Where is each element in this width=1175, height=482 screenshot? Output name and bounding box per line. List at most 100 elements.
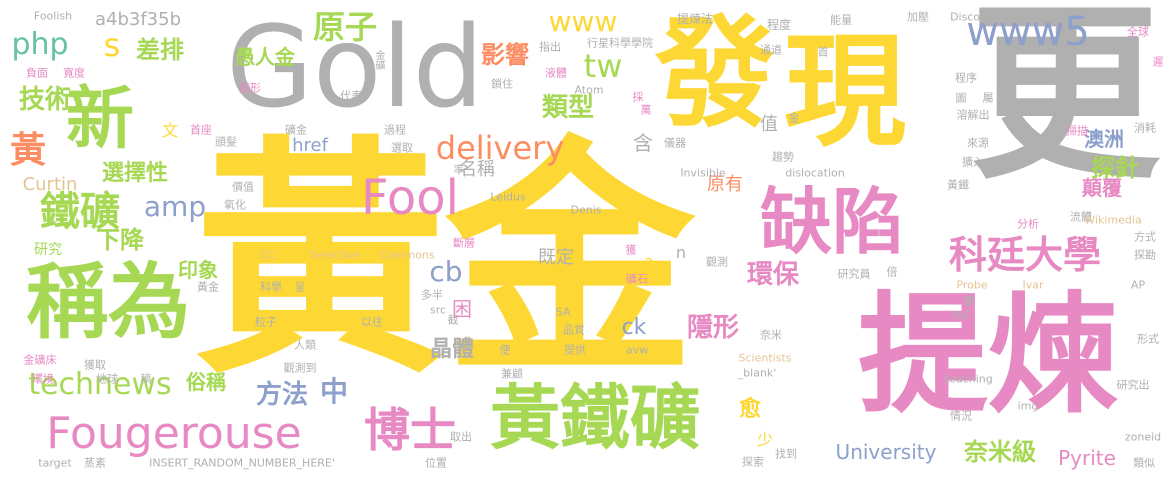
word-kuandu: 寬度 (63, 66, 85, 80)
word-yuanyou: 原有 (707, 174, 743, 195)
word-jingti: 晶體 (429, 337, 475, 362)
word-s: s (103, 26, 121, 64)
word-lv: 率 (453, 163, 465, 177)
word-cb: cb (429, 255, 463, 288)
word-wan: 萬 (640, 103, 652, 117)
word-jiazhi: 價值 (232, 180, 254, 194)
word-boshi: 博士 (364, 403, 456, 457)
word-jiaya: 加壓 (907, 10, 929, 24)
word-fangshi: 方式 (1134, 230, 1156, 244)
word-suozhu: 鎖住 (491, 77, 513, 91)
word-quexian: 缺陷 (759, 180, 905, 264)
word-zhaodao: 找到 (775, 447, 797, 461)
word-huangtie: 黃鐵 (947, 178, 969, 192)
word-xian: 現 (784, 21, 906, 163)
word-huoqu: 獲取 (84, 358, 106, 372)
word-quchu: 取出 (450, 430, 472, 444)
word-nami: 奈米級 (964, 438, 1036, 466)
word-atom: Atom (574, 83, 604, 97)
word-yiqi: 儀器 (664, 136, 686, 150)
word-jiding: 既定 (538, 247, 574, 268)
word-jishu: 技術 (18, 85, 72, 115)
word-yeti: 液體 (545, 66, 567, 80)
word-www5: www5 (966, 9, 1090, 55)
word-n: n (675, 243, 687, 262)
word-laiyuan: 來源 (967, 136, 989, 150)
word-a: a (644, 252, 654, 271)
word-sa: SA (555, 305, 571, 319)
word-zheng: 整 (963, 294, 975, 308)
word-zhong: 中 (319, 375, 349, 408)
word-guojin: 礦金 (285, 123, 307, 137)
word-fougerouse: Fougerouse (46, 408, 302, 459)
word-jinkuangchuang: 金礦床 (23, 353, 57, 367)
word-huanbao: 環保 (746, 260, 800, 290)
word-kexue: 科學 (260, 280, 282, 294)
word-fa: 發 (655, 5, 775, 144)
word-zhengsu: 蒸素 (84, 456, 106, 470)
word-shou: 首 (817, 45, 829, 59)
word-duanceng: 斷層 (453, 236, 475, 250)
word-weizhi: 位置 (425, 456, 447, 470)
word-scientists: Scientists (738, 351, 792, 365)
word-cai: 採 (632, 90, 644, 104)
word-invisible: Invisible (680, 166, 726, 180)
word-selective: Selective (309, 248, 361, 262)
word-wen: 文 (161, 121, 179, 140)
word-shu: 屬 (982, 91, 994, 105)
word-kuoru: 擴入 (962, 155, 984, 169)
word-cheng: 呈 (294, 280, 306, 294)
word-leidus: Leidus (490, 190, 526, 204)
word-suchen: 俗稱 (186, 370, 226, 394)
word-bian: 便 (499, 343, 511, 357)
word-yuanzi: 原子 (312, 8, 378, 46)
word-huangjin: 黃金 (195, 116, 695, 407)
word-tongdao: 通道 (760, 43, 782, 57)
word-daibiao: 代表 (340, 89, 362, 103)
word-huo: 獲 (625, 243, 637, 257)
word-delivery: delivery (435, 129, 565, 167)
word-fool: Fool (361, 170, 459, 226)
word-huangtiekuang: 黃鐵礦 (490, 377, 700, 459)
word-cc: CC (260, 248, 276, 262)
word-jie: 截 (447, 313, 459, 327)
word-tiekuang: 鐵礦 (40, 189, 120, 235)
word-probe: Probe (956, 278, 988, 292)
word-tw: tw (583, 47, 623, 85)
word-dianfu: 顛覆 (1082, 176, 1122, 200)
word-toufa: 頭髮 (215, 135, 237, 149)
word-guancedao: 觀測到 (283, 361, 317, 375)
word-yingxiang: 影響 (481, 41, 529, 69)
word-kuangshi: 礦石 (626, 272, 648, 286)
word-naimi: 奈米 (760, 328, 782, 342)
word-tansuo2: 探索 (742, 455, 764, 469)
word-insert: INSERT_RANDOM_NUMBER_HERE' (149, 456, 335, 470)
word-denis: Denis (570, 203, 602, 217)
word-technews: technews (28, 367, 172, 402)
word-php: php (11, 27, 69, 62)
word-wikimedia: Wikimedia (1084, 213, 1142, 227)
word-img: img (1017, 399, 1039, 413)
word-chengdu: 程度 (766, 18, 792, 32)
word-guocheng: 過程 (384, 123, 406, 137)
word-ap: AP (1130, 278, 1146, 292)
word-discover: Discover (950, 10, 998, 24)
word-target: target (38, 456, 72, 470)
word-src: src (429, 303, 447, 317)
word-quanqiu: 全球 (1127, 25, 1149, 39)
word-rongjiechu: 溶解出 (956, 108, 990, 122)
word-xuanzexing: 選擇性 (101, 161, 169, 186)
word-tu: 圖 (955, 91, 967, 105)
word-yinxiang: 印象 (178, 258, 218, 282)
word-fenxi: 分析 (1017, 217, 1039, 231)
word-mingcheng: 名稱 (459, 159, 495, 180)
word-guance: 觀測 (706, 255, 728, 269)
word-yinxing: 隱形 (686, 313, 740, 343)
word-zoneid: zoneid (1124, 430, 1162, 444)
word-xingshi: 形式 (1137, 332, 1159, 346)
word-han: 含 (633, 131, 653, 155)
word-qushi: 趨勢 (772, 150, 794, 164)
word-yu: 愈 (738, 397, 762, 422)
word-yanjiuchu: 研究出 (1116, 378, 1150, 392)
